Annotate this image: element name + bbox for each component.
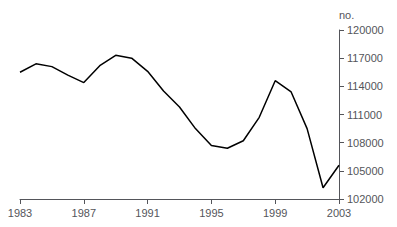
svg-text:no.: no. bbox=[339, 9, 354, 21]
svg-text:120000: 120000 bbox=[347, 24, 384, 36]
svg-text:114000: 114000 bbox=[347, 80, 383, 92]
svg-text:1999: 1999 bbox=[263, 207, 287, 219]
svg-text:2003: 2003 bbox=[327, 207, 351, 219]
svg-text:117000: 117000 bbox=[347, 52, 383, 64]
svg-text:102000: 102000 bbox=[347, 193, 384, 205]
svg-text:108000: 108000 bbox=[347, 137, 384, 149]
svg-text:1995: 1995 bbox=[199, 207, 223, 219]
svg-text:1983: 1983 bbox=[8, 207, 32, 219]
svg-text:1987: 1987 bbox=[72, 207, 96, 219]
svg-text:105000: 105000 bbox=[347, 165, 384, 177]
svg-text:111000: 111000 bbox=[347, 109, 382, 121]
svg-text:1991: 1991 bbox=[135, 207, 159, 219]
